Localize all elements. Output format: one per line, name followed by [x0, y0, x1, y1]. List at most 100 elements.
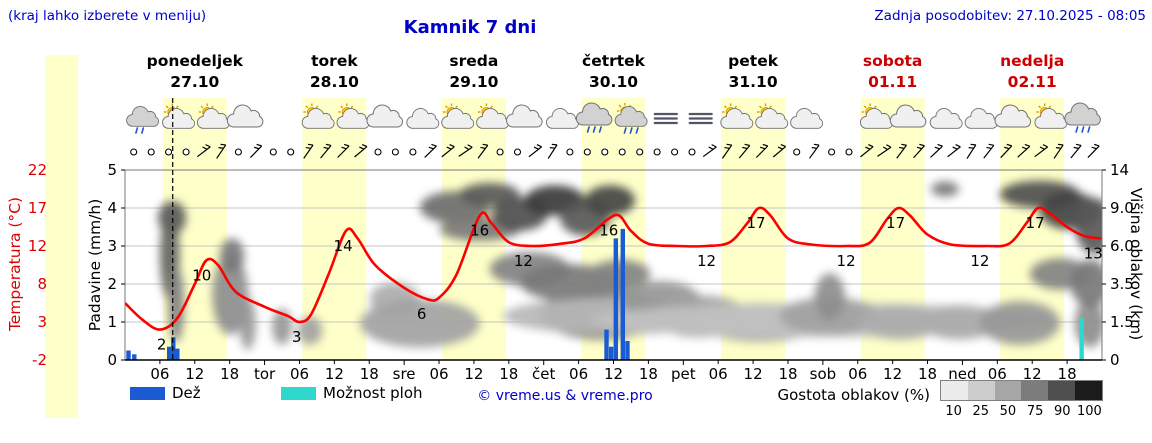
cloud-density-layer	[158, 180, 1102, 350]
rain-bar	[175, 348, 180, 360]
wind-calm-icon	[618, 148, 626, 156]
hour-label: 18	[639, 365, 658, 383]
wind-barb-icon	[755, 143, 769, 158]
wind-barb-icon	[983, 143, 995, 159]
temp-axis-tick: 17	[28, 199, 47, 217]
cloud-blob	[272, 308, 292, 345]
wind-barb-icon	[1087, 143, 1100, 159]
day-date: 31.10	[729, 73, 778, 91]
density-tick-label: 50	[999, 404, 1017, 419]
density-tick-label: 100	[1076, 404, 1102, 419]
cloud-blob	[931, 181, 959, 197]
left-accent-strip	[45, 55, 78, 418]
rain-legend-label: Dež	[172, 384, 201, 402]
day-abbr-label: čet	[532, 365, 555, 383]
hour-label: 12	[185, 365, 204, 383]
hour-label: 12	[464, 365, 483, 383]
sun-cloud-icon	[196, 103, 230, 129]
temperature-line	[125, 206, 1102, 331]
temp-value-label: 12	[514, 252, 533, 270]
moon-icon	[282, 109, 291, 127]
wind-barb-icon	[303, 143, 314, 159]
density-tick-label: 75	[1026, 404, 1044, 419]
wind-barb-icon	[477, 143, 489, 159]
day-date: 01.11	[868, 73, 917, 91]
sun-cloud-icon	[720, 103, 754, 129]
day-name: sreda	[449, 52, 498, 70]
wind-calm-icon	[409, 148, 417, 156]
fog-icon	[688, 112, 713, 125]
fog-icon	[653, 112, 678, 125]
rain-sun-icon	[614, 103, 648, 134]
wind-barb-icon	[896, 143, 907, 159]
rain-bar	[604, 329, 609, 360]
showers-legend-label: Možnost ploh	[323, 384, 423, 402]
temp-value-label: 17	[746, 214, 765, 232]
cloud-icon	[366, 104, 403, 128]
hour-label: 12	[883, 365, 902, 383]
moon-cloud-rain-icon	[126, 105, 160, 134]
cloud-blob	[1070, 259, 1102, 307]
precip-axis-tick: 0	[107, 351, 117, 369]
rain-icon	[575, 102, 613, 133]
day-name: torek	[311, 52, 358, 70]
temp-value-label: 16	[599, 222, 618, 240]
day-name: ponedeljek	[147, 52, 244, 70]
cloud-blob	[359, 299, 480, 348]
temperature-value-labels: 2 10 3 14 6 16 12 16 12 17 12 17 12 17 13	[157, 214, 1103, 354]
cloud-axis-tick: 9.0	[1110, 199, 1134, 217]
wind-barb-icon	[320, 143, 332, 159]
hour-label: 18	[778, 365, 797, 383]
cloud-icon	[226, 104, 264, 128]
cloud-blob	[219, 238, 245, 274]
sun-cloud-icon	[162, 103, 195, 129]
cloud-density-title: Gostota oblakov (%)	[777, 386, 930, 404]
day-date: 28.10	[310, 73, 359, 91]
cloud-blob	[459, 182, 520, 206]
temp-value-label: 2	[157, 336, 167, 354]
temp-value-label: 14	[334, 237, 353, 255]
copyright-link[interactable]: © vreme.us & vreme.pro	[477, 388, 653, 404]
cloud-density-scale	[940, 380, 1103, 401]
hour-label: 06	[569, 365, 588, 383]
sun-cloud-icon	[476, 103, 510, 129]
temp-axis-tick: 3	[37, 313, 47, 331]
density-step	[994, 381, 1022, 400]
wind-barb-icon	[738, 143, 751, 159]
cloud-icon	[994, 104, 1032, 128]
wind-calm-icon	[566, 148, 574, 156]
cloud-axis-tick: 6.0	[1110, 237, 1134, 255]
daylight-band	[302, 98, 367, 360]
hour-label: 06	[709, 365, 728, 383]
precip-axis-tick: 5	[107, 161, 117, 179]
cloud-axis-tick: 14	[1110, 161, 1129, 179]
day-name: nedelja	[1000, 52, 1064, 70]
density-tick-label: 10	[945, 404, 962, 419]
cloud-blob	[814, 273, 845, 321]
sun-cloud-icon	[859, 103, 893, 129]
cloud-blob	[239, 297, 256, 350]
precip-axis-tick: 1	[107, 313, 117, 331]
hour-label: 06	[988, 365, 1007, 383]
day-abbr-label: sre	[393, 365, 416, 383]
density-tick-label: 90	[1054, 404, 1071, 419]
rain-bar	[620, 228, 626, 360]
wind-calm-icon	[828, 148, 836, 156]
temp-axis-tick: 22	[28, 161, 47, 179]
temp-axis-tick: 12	[28, 237, 47, 255]
day-date: 27.10	[170, 73, 219, 91]
cloud-blob	[919, 304, 1001, 340]
wind-barb-icon	[547, 143, 558, 159]
wind-calm-icon	[636, 148, 644, 156]
hour-label: 12	[744, 365, 763, 383]
page-title: Kamnik 7 dni	[403, 17, 537, 38]
wind-calm-icon	[513, 148, 522, 156]
density-step	[1075, 381, 1102, 400]
wind-barb-icon	[860, 143, 874, 158]
sun-cloud-icon	[755, 103, 789, 129]
temp-value-label: 3	[292, 328, 302, 346]
temp-value-label: 12	[697, 252, 716, 270]
wind-calm-icon	[165, 148, 173, 156]
wind-barb-icon	[702, 144, 717, 158]
